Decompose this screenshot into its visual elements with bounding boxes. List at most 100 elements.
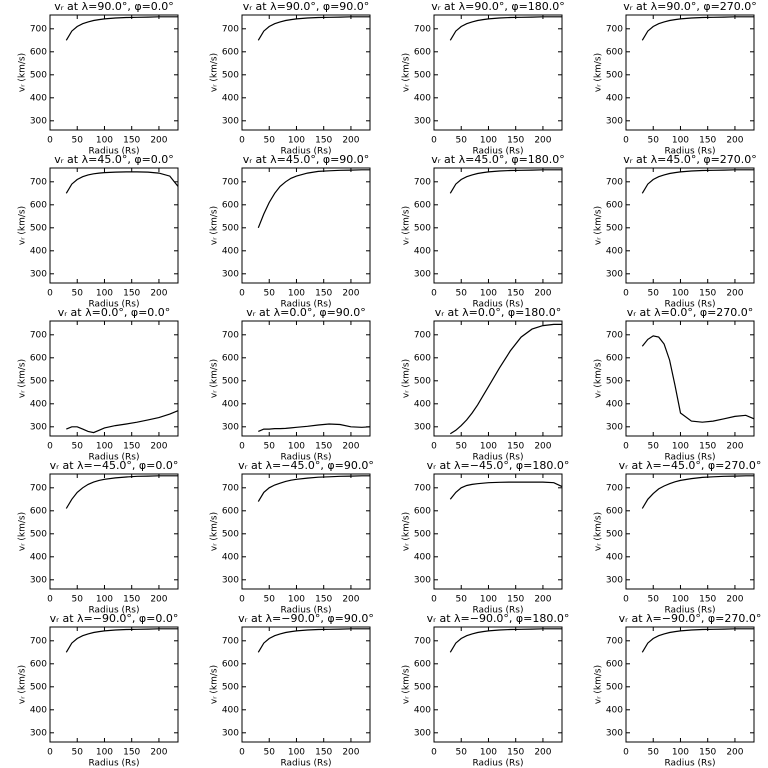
- y-axis-label: vᵣ (km/s): [402, 359, 412, 398]
- x-axis-label: Radius (Rs): [280, 606, 331, 616]
- x-tick-label: 50: [456, 748, 468, 758]
- y-axis-label: vᵣ (km/s): [18, 206, 28, 245]
- plot-frame: [49, 473, 179, 590]
- x-tick-label: 0: [47, 595, 53, 605]
- x-tick-label: 100: [96, 289, 113, 299]
- x-tick-label: 200: [726, 442, 743, 452]
- chart-title: vᵣ at λ=0.0°, φ=0.0°: [58, 306, 171, 319]
- x-tick-label: 50: [456, 136, 468, 146]
- y-tick-label: 700: [414, 24, 431, 34]
- y-tick-label: 400: [30, 93, 47, 103]
- x-tick-label: 100: [96, 136, 113, 146]
- x-tick-label: 150: [699, 289, 716, 299]
- x-tick-label: 0: [431, 748, 437, 758]
- data-line: [65, 475, 178, 509]
- x-axis-label: Radius (Rs): [88, 759, 139, 768]
- x-tick-label: 50: [264, 748, 276, 758]
- x-tick-label: 100: [288, 289, 305, 299]
- plot-frame: [625, 473, 755, 590]
- x-tick-label: 0: [239, 136, 245, 146]
- data-line: [66, 410, 179, 434]
- y-tick-label: 500: [414, 376, 431, 386]
- chart-title: vᵣ at λ=−90.0°, φ=180.0°: [427, 612, 570, 625]
- y-tick-label: 600: [606, 659, 623, 669]
- plot-frame: [241, 167, 371, 284]
- x-tick-label: 150: [507, 748, 524, 758]
- data-line: [449, 481, 563, 500]
- x-tick-label: 100: [96, 595, 113, 605]
- x-tick-label: 0: [239, 748, 245, 758]
- x-axis-label: Radius (Rs): [664, 300, 715, 310]
- plot-frame: [433, 626, 563, 743]
- y-tick-label: 300: [606, 116, 623, 126]
- y-axis-label: vᵣ (km/s): [594, 359, 604, 398]
- plot-frame: [49, 626, 179, 743]
- y-tick-label: 500: [606, 682, 623, 692]
- x-tick-label: 100: [288, 748, 305, 758]
- chart-title: vᵣ at λ=45.0°, φ=0.0°: [54, 153, 174, 166]
- y-tick-label: 700: [606, 483, 623, 493]
- y-tick-label: 500: [30, 376, 47, 386]
- plot-frame: [49, 167, 179, 284]
- y-tick-label: 400: [222, 93, 239, 103]
- y-tick-label: 300: [30, 728, 47, 738]
- x-tick-label: 150: [507, 595, 524, 605]
- x-tick-label: 0: [623, 442, 629, 452]
- x-tick-label: 0: [47, 442, 53, 452]
- y-tick-label: 600: [414, 659, 431, 669]
- x-tick-label: 100: [288, 442, 305, 452]
- x-tick-label: 50: [456, 595, 468, 605]
- y-axis-label: vᵣ (km/s): [18, 359, 28, 398]
- y-tick-label: 300: [606, 575, 623, 585]
- y-axis-label: vᵣ (km/s): [210, 512, 220, 551]
- x-axis-label: Radius (Rs): [472, 147, 523, 157]
- x-tick-label: 200: [150, 748, 167, 758]
- x-tick-label: 150: [507, 442, 524, 452]
- chart-title: vᵣ at λ=−90.0°, φ=0.0°: [50, 612, 179, 625]
- x-tick-label: 50: [264, 289, 276, 299]
- x-tick-label: 100: [480, 289, 497, 299]
- y-tick-label: 700: [222, 636, 239, 646]
- plot-frame: [433, 14, 563, 131]
- y-axis-label: vᵣ (km/s): [210, 53, 220, 92]
- x-tick-label: 150: [315, 595, 332, 605]
- y-tick-label: 300: [606, 269, 623, 279]
- data-line: [257, 16, 370, 41]
- x-axis-label: Radius (Rs): [280, 147, 331, 157]
- y-tick-label: 500: [222, 376, 239, 386]
- x-axis-label: Radius (Rs): [280, 300, 331, 310]
- x-tick-label: 50: [648, 748, 660, 758]
- data-line: [65, 16, 178, 41]
- y-tick-label: 300: [414, 422, 431, 432]
- x-axis-label: Radius (Rs): [664, 759, 715, 768]
- y-tick-label: 300: [222, 116, 239, 126]
- y-tick-label: 700: [222, 24, 239, 34]
- x-axis-label: Radius (Rs): [88, 300, 139, 310]
- y-tick-label: 400: [606, 93, 623, 103]
- y-tick-label: 300: [30, 422, 47, 432]
- y-axis-label: vᵣ (km/s): [594, 206, 604, 245]
- x-tick-label: 200: [342, 442, 359, 452]
- x-tick-label: 50: [72, 442, 84, 452]
- y-axis-label: vᵣ (km/s): [210, 359, 220, 398]
- y-tick-label: 600: [414, 47, 431, 57]
- x-axis-label: Radius (Rs): [88, 453, 139, 463]
- x-tick-label: 150: [123, 595, 140, 605]
- x-tick-label: 200: [342, 289, 359, 299]
- x-tick-label: 150: [123, 748, 140, 758]
- y-tick-label: 600: [222, 353, 239, 363]
- data-line: [641, 16, 754, 41]
- x-tick-label: 0: [623, 748, 629, 758]
- y-tick-label: 600: [606, 200, 623, 210]
- y-tick-label: 300: [222, 422, 239, 432]
- chart-title: vᵣ at λ=−45.0°, φ=0.0°: [50, 459, 179, 472]
- y-tick-label: 600: [30, 659, 47, 669]
- plot-frame: [241, 473, 371, 590]
- x-tick-label: 0: [239, 442, 245, 452]
- y-axis-label: vᵣ (km/s): [594, 512, 604, 551]
- y-axis-label: vᵣ (km/s): [18, 53, 28, 92]
- x-tick-label: 100: [288, 136, 305, 146]
- y-tick-label: 600: [30, 200, 47, 210]
- y-tick-label: 500: [414, 223, 431, 233]
- y-tick-label: 600: [222, 200, 239, 210]
